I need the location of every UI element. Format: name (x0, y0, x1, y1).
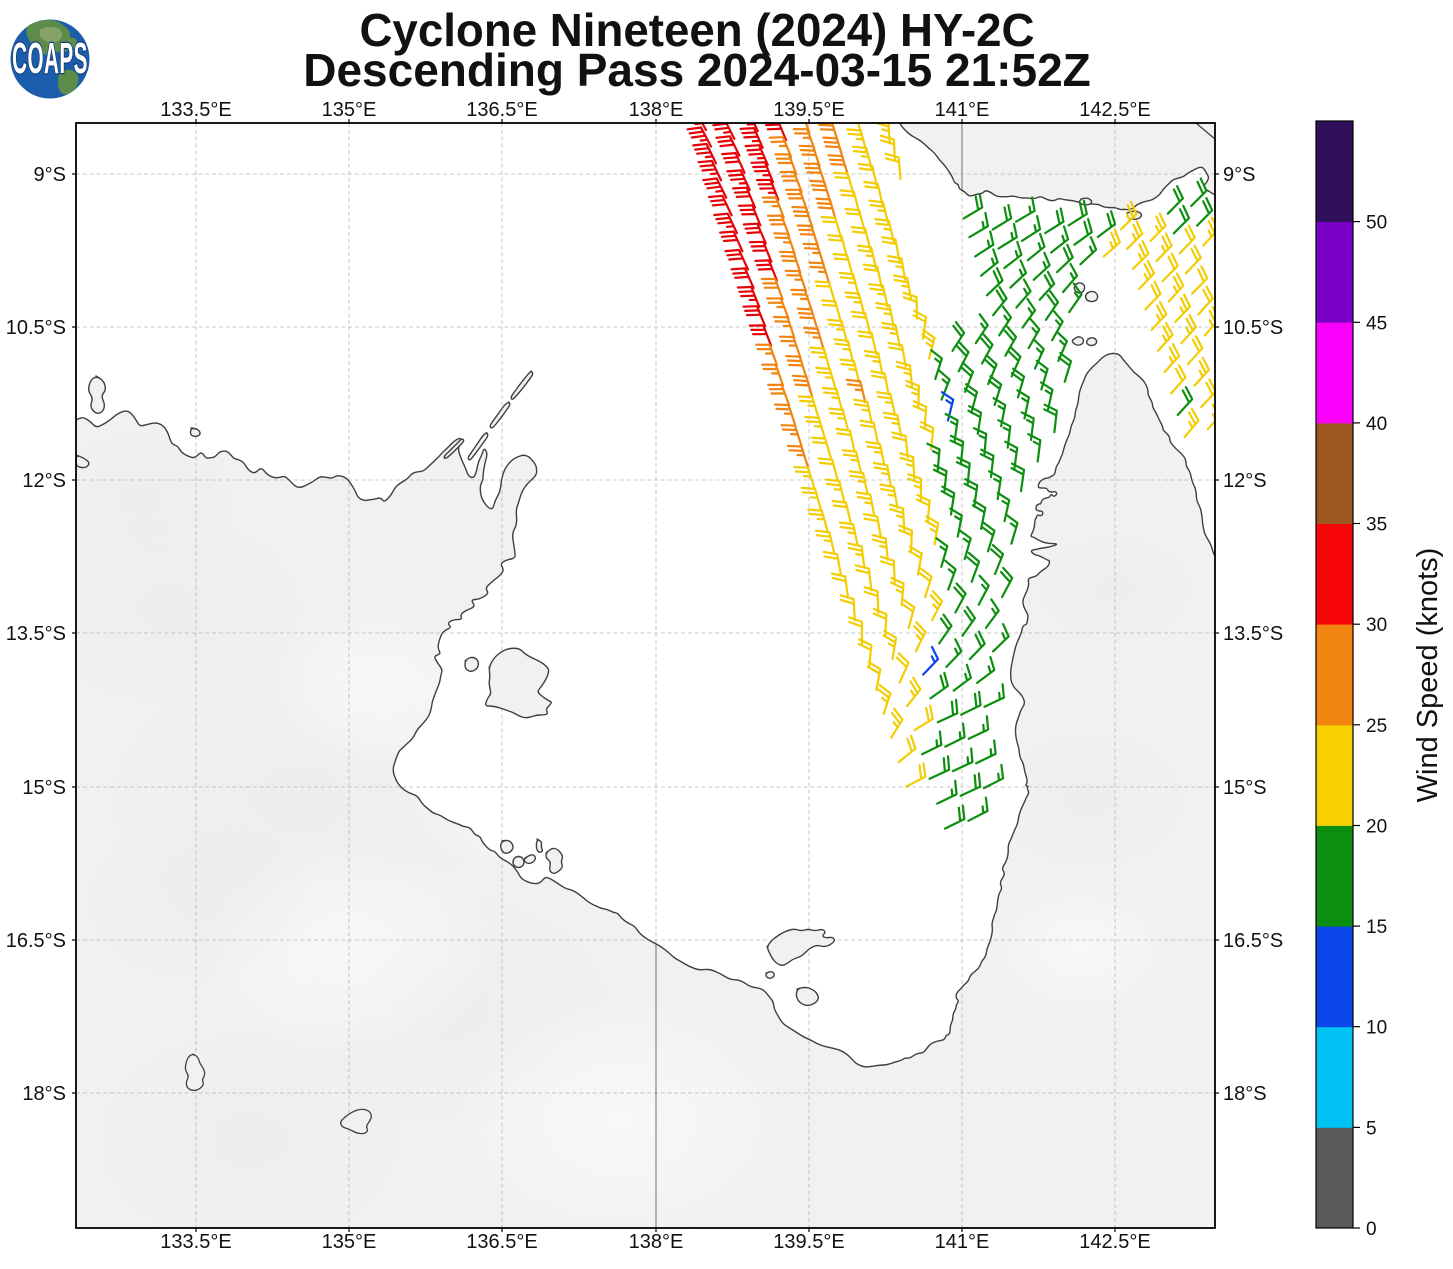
svg-text:12°S: 12°S (22, 470, 66, 492)
svg-text:5: 5 (1366, 1118, 1377, 1139)
svg-text:13.5°S: 13.5°S (1223, 623, 1283, 645)
svg-text:135°E: 135°E (322, 99, 377, 121)
svg-text:136.5°E: 136.5°E (466, 99, 537, 121)
svg-text:139.5°E: 139.5°E (773, 99, 844, 121)
svg-text:40: 40 (1366, 414, 1387, 435)
svg-text:136.5°E: 136.5°E (466, 1231, 537, 1253)
svg-text:133.5°E: 133.5°E (160, 1231, 231, 1253)
svg-text:15: 15 (1366, 917, 1387, 938)
svg-text:30: 30 (1366, 615, 1387, 636)
svg-text:15°S: 15°S (1223, 777, 1267, 799)
svg-text:138°E: 138°E (629, 99, 684, 121)
svg-text:COAPS: COAPS (12, 35, 88, 84)
svg-text:Cyclone Nineteen (2024) HY-2C: Cyclone Nineteen (2024) HY-2C (359, 5, 1034, 56)
svg-text:9°S: 9°S (1223, 164, 1255, 186)
svg-text:133.5°E: 133.5°E (160, 99, 231, 121)
svg-text:13.5°S: 13.5°S (6, 623, 66, 645)
svg-text:25: 25 (1366, 716, 1387, 737)
svg-text:35: 35 (1366, 515, 1387, 536)
svg-text:Wind Speed (knots): Wind Speed (knots) (1412, 548, 1444, 803)
svg-text:0: 0 (1366, 1219, 1377, 1240)
svg-text:12°S: 12°S (1223, 470, 1267, 492)
svg-text:18°S: 18°S (1223, 1083, 1267, 1105)
svg-text:141°E: 141°E (935, 99, 990, 121)
svg-text:45: 45 (1366, 313, 1387, 334)
svg-text:10.5°S: 10.5°S (1223, 317, 1283, 339)
svg-text:138°E: 138°E (629, 1231, 684, 1253)
svg-text:10.5°S: 10.5°S (6, 317, 66, 339)
svg-text:50: 50 (1366, 213, 1387, 234)
svg-text:16.5°S: 16.5°S (6, 930, 66, 952)
svg-text:Descending Pass 2024-03-15 21:: Descending Pass 2024-03-15 21:52Z (303, 44, 1091, 96)
svg-text:141°E: 141°E (935, 1231, 990, 1253)
svg-text:15°S: 15°S (22, 777, 66, 799)
svg-text:16.5°S: 16.5°S (1223, 930, 1283, 952)
svg-text:18°S: 18°S (22, 1083, 66, 1105)
svg-text:139.5°E: 139.5°E (773, 1231, 844, 1253)
svg-text:20: 20 (1366, 817, 1387, 838)
svg-text:135°E: 135°E (322, 1231, 377, 1253)
svg-text:142.5°E: 142.5°E (1079, 1231, 1150, 1253)
svg-text:9°S: 9°S (34, 164, 66, 186)
svg-text:10: 10 (1366, 1018, 1387, 1039)
svg-text:142.5°E: 142.5°E (1079, 99, 1150, 121)
